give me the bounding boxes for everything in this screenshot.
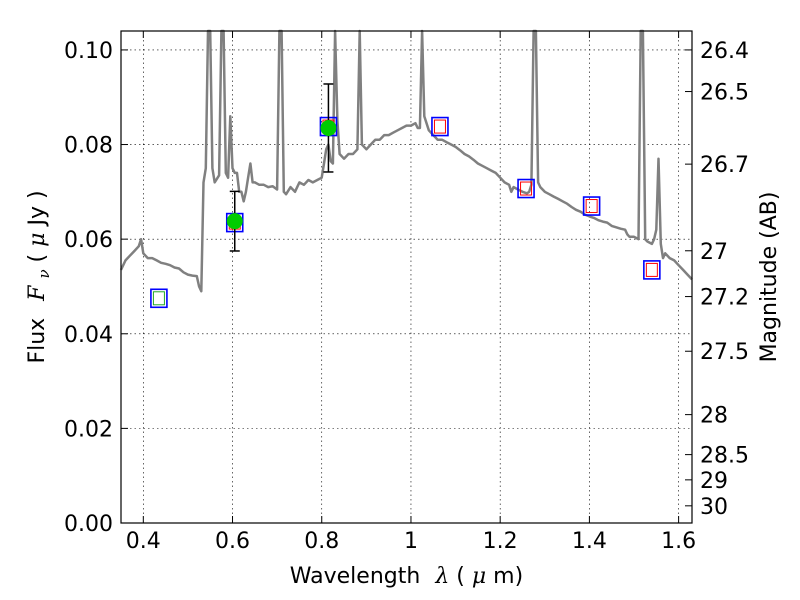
x-axis-label: Wavelength λ ( μ m) bbox=[290, 564, 523, 589]
model-point-outer-square bbox=[150, 288, 168, 309]
y-tick-label: 0.10 bbox=[64, 39, 113, 64]
x-tick-label: 0.4 bbox=[126, 529, 161, 554]
mag-tick-label: 26.7 bbox=[700, 153, 749, 178]
x-tick-label: 1.6 bbox=[661, 529, 696, 554]
grid-lines bbox=[121, 31, 692, 524]
mag-tick-label: 28 bbox=[700, 404, 728, 429]
model-point-inner-square bbox=[585, 199, 598, 214]
model-point-outer-square bbox=[643, 260, 661, 280]
mag-tick-label: 26.4 bbox=[700, 39, 749, 64]
y-tick-label: 0.00 bbox=[64, 512, 113, 537]
model-point-inner-square bbox=[520, 181, 533, 196]
mag-tick-label: 27.2 bbox=[700, 286, 749, 311]
sed-model-polyline bbox=[119, 29, 693, 293]
x-tick-label: 1 bbox=[404, 529, 418, 554]
model-point-outer-square bbox=[431, 116, 449, 137]
y-axis-label: Flux F ν ( μ Jy ) bbox=[25, 190, 55, 363]
sed-model-line bbox=[119, 29, 693, 293]
mag-tick-label: 27 bbox=[700, 240, 728, 265]
y-tick-label: 0.08 bbox=[64, 134, 113, 159]
model-point-outer-square bbox=[582, 196, 601, 216]
y-tick-label: 0.02 bbox=[64, 417, 113, 442]
axis-ticks: 0.4 0.6 0.8 1 1.2 1.4 1.6 0.00 0.02 0.04 0.06 0.08 0… bbox=[64, 31, 749, 554]
plot-frame bbox=[120, 30, 693, 524]
model-point-inner-square bbox=[152, 291, 165, 306]
magnitude-axis-label: Magnitude (AB) bbox=[757, 192, 782, 363]
mag-tick-label: 29 bbox=[700, 469, 728, 494]
y-tick-label: 0.06 bbox=[64, 228, 113, 253]
model-point-outer-square bbox=[517, 178, 535, 199]
data-markers bbox=[150, 83, 661, 309]
model-point-inner-square bbox=[645, 262, 658, 277]
mag-tick-label: 27.5 bbox=[700, 340, 749, 365]
x-tick-label: 0.6 bbox=[215, 529, 250, 554]
x-tick-label: 1.4 bbox=[572, 529, 607, 554]
y-tick-label: 0.04 bbox=[64, 323, 113, 348]
observed-data-point bbox=[226, 213, 243, 230]
x-tick-label: 0.8 bbox=[304, 529, 339, 554]
x-tick-label: 1.2 bbox=[483, 529, 518, 554]
observed-data-point bbox=[320, 119, 337, 136]
model-point-inner-square bbox=[433, 119, 446, 134]
mag-tick-label: 26.5 bbox=[700, 81, 749, 106]
mag-tick-label: 28.5 bbox=[700, 444, 749, 469]
mag-tick-label: 30 bbox=[700, 495, 728, 520]
